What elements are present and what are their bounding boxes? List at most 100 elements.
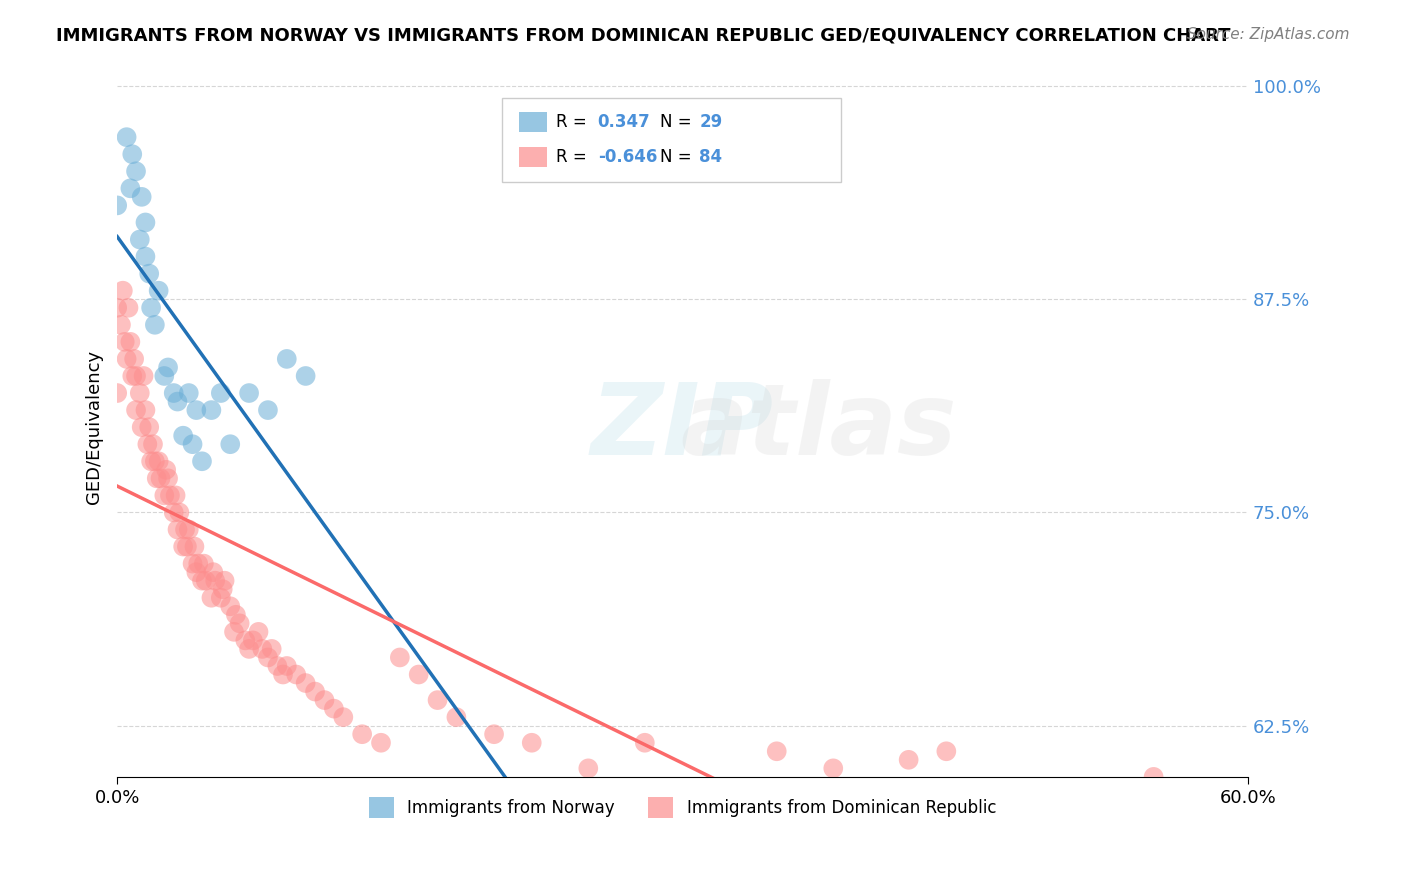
Point (200, 403, 222, 417)
Point (183, 540, 205, 554)
Point (266, 659, 288, 673)
Text: -0.646: -0.646 (598, 148, 657, 166)
Point (186, 565, 208, 579)
Point (105, 198, 128, 212)
Text: atlas: atlas (681, 378, 956, 475)
Point (165, 488, 187, 502)
Point (446, 710, 468, 724)
Point (408, 667, 430, 681)
Point (177, 386, 200, 401)
Text: ZIP: ZIP (591, 378, 775, 475)
Point (214, 574, 236, 588)
Point (159, 488, 181, 502)
Point (105, 386, 128, 401)
Point (285, 667, 308, 681)
Point (143, 454, 166, 468)
Point (370, 736, 392, 750)
Point (520, 736, 543, 750)
Point (257, 403, 280, 417)
Text: IMMIGRANTS FROM NORWAY VS IMMIGRANTS FROM DOMINICAN REPUBLIC GED/EQUIVALENCY COR: IMMIGRANTS FROM NORWAY VS IMMIGRANTS FRO… (56, 27, 1230, 45)
Point (121, 368, 143, 383)
Point (388, 650, 411, 665)
Point (186, 403, 208, 417)
Point (181, 557, 204, 571)
Text: R =: R = (555, 113, 586, 131)
Point (225, 607, 247, 622)
Point (172, 540, 194, 554)
Point (136, 437, 159, 451)
Point (157, 360, 180, 375)
Point (238, 641, 260, 656)
Point (352, 727, 374, 741)
Point (105, 301, 128, 315)
Point (202, 565, 225, 579)
Point (219, 437, 242, 451)
Point (139, 301, 162, 315)
Point (110, 318, 132, 332)
Point (935, 744, 957, 758)
Point (145, 471, 167, 485)
Point (314, 693, 336, 707)
Point (276, 351, 298, 366)
Point (294, 676, 316, 690)
Point (121, 147, 143, 161)
Point (169, 505, 191, 519)
Point (134, 403, 156, 417)
Point (765, 744, 787, 758)
Point (897, 753, 920, 767)
FancyBboxPatch shape (519, 112, 547, 132)
Point (131, 190, 153, 204)
Point (134, 215, 156, 229)
Point (138, 267, 160, 281)
Point (276, 659, 298, 673)
Point (128, 233, 150, 247)
Point (252, 641, 274, 656)
Point (322, 701, 344, 715)
Point (247, 624, 270, 639)
Point (153, 368, 176, 383)
Point (115, 351, 138, 366)
Point (149, 471, 172, 485)
Point (166, 394, 188, 409)
Point (138, 420, 160, 434)
Point (576, 761, 599, 775)
Point (125, 164, 148, 178)
Point (181, 437, 204, 451)
Point (122, 351, 145, 366)
Point (304, 684, 326, 698)
Point (125, 403, 148, 417)
Point (332, 710, 354, 724)
Point (114, 334, 136, 349)
Point (132, 368, 155, 383)
Text: Source: ZipAtlas.com: Source: ZipAtlas.com (1187, 27, 1350, 42)
Point (157, 471, 180, 485)
Point (211, 582, 233, 597)
Point (238, 386, 260, 401)
Point (187, 557, 209, 571)
Text: 84: 84 (699, 148, 723, 166)
Point (163, 505, 186, 519)
Point (128, 386, 150, 401)
Point (120, 181, 142, 195)
Point (294, 368, 316, 383)
Point (482, 727, 505, 741)
Point (120, 334, 142, 349)
Point (163, 386, 186, 401)
Point (177, 523, 200, 537)
Point (200, 591, 222, 605)
Point (153, 488, 176, 502)
Point (193, 557, 215, 571)
Point (172, 428, 194, 442)
Point (1142, 770, 1164, 784)
Point (111, 284, 134, 298)
Point (139, 454, 162, 468)
Point (131, 420, 153, 434)
Point (228, 616, 250, 631)
Point (194, 574, 217, 588)
Point (176, 540, 198, 554)
Point (426, 693, 449, 707)
Point (191, 454, 214, 468)
Text: R =: R = (555, 148, 586, 166)
Text: 0.347: 0.347 (598, 113, 651, 131)
Point (174, 523, 197, 537)
